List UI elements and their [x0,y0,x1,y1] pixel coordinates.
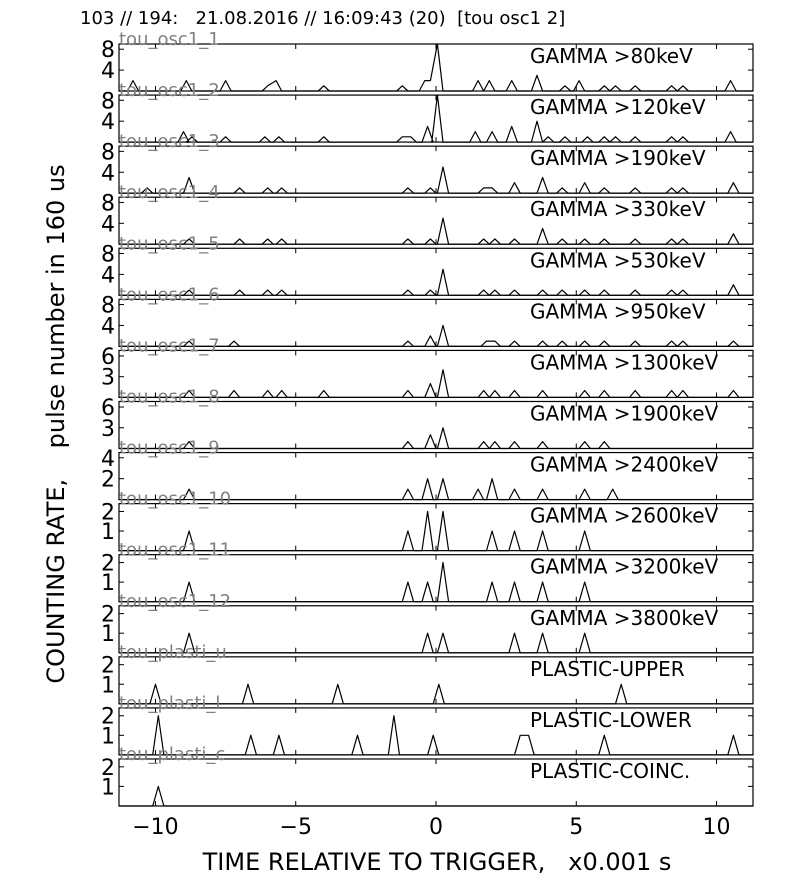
y-tick-label: 8 [101,243,115,268]
series-line [119,268,753,296]
panel-label: PLASTIC-COINC. [530,759,690,783]
panel-channel-name: tou_osc1_5 [119,233,220,254]
series-line [119,217,753,245]
y-tick-label: 2 [101,603,115,628]
series-line [119,561,753,603]
series-line [119,478,753,501]
y-tick-label: 8 [101,38,115,63]
panel-channel-name: tou_osc1_6 [119,284,220,305]
series-line [119,43,753,92]
y-tick-label: 4 [101,59,115,84]
y-tick-label: 4 [101,110,115,135]
series-line [119,510,753,552]
y-tick-label: 6 [101,345,115,370]
panel-label: GAMMA >190keV [530,146,706,170]
panel-channel-name: tou_osc1_4 [119,182,220,203]
panel-channel-name: tou_plasti_l [119,693,220,714]
y-tick-label: 1 [101,724,115,749]
y-tick-label: 1 [101,622,115,647]
y-tick-label: 4 [101,314,115,339]
panel-label: GAMMA >2400keV [530,453,719,477]
panel-channel-name: tou_osc1_8 [119,386,220,407]
panel-channel-name: tou_osc1_12 [119,591,231,612]
panel-label: PLASTIC-LOWER [530,708,692,732]
y-tick-label: 4 [101,212,115,237]
panel-channel-name: tou_osc1_9 [119,438,220,459]
series-line [119,715,753,756]
x-tick-label: 5 [569,815,583,840]
x-tick-label: 10 [703,815,731,840]
panel-label: GAMMA >1300keV [530,350,719,374]
y-tick-label: 8 [101,140,115,165]
y-tick-label: 2 [101,500,115,525]
series-line [119,632,753,654]
series-line [119,785,753,807]
y-tick-label: 2 [101,654,115,679]
panel-label: GAMMA >2600keV [530,504,719,528]
panel-channel-name: tou_plasti_c [119,744,225,765]
panel-channel-name: tou_osc1_3 [119,131,220,152]
y-tick-label: 3 [101,366,115,391]
y-tick-label: 8 [101,89,115,114]
y-tick-label: 8 [101,294,115,319]
panel-label: GAMMA >3200keV [530,555,719,579]
plot-header: 103 // 194: 21.08.2016 // 16:09:43 (20) … [80,8,566,29]
y-tick-label: 1 [101,520,115,545]
panel-label: GAMMA >1900keV [530,401,719,425]
panel-channel-name: tou_osc1_1 [119,29,220,50]
panel-channel-name: tou_osc1_2 [119,80,220,101]
y-tick-label: 3 [101,417,115,442]
y-tick-label: 6 [101,396,115,421]
y-tick-label: 4 [101,161,115,186]
panel-label: GAMMA >530keV [530,248,706,272]
x-axis-label: TIME RELATIVE TO TRIGGER, x0.001 s [202,848,672,876]
panel-channel-name: tou_osc1_7 [119,335,220,356]
y-tick-label: 1 [101,673,115,698]
y-tick-label: 1 [101,775,115,800]
series-line [119,683,753,705]
series-line [119,427,753,450]
panel-label: GAMMA >120keV [530,95,706,119]
series-line [119,369,753,398]
y-tick-label: 2 [101,552,115,577]
x-tick-label: 0 [429,815,443,840]
panel-label: GAMMA >330keV [530,197,706,221]
series-line [119,324,753,347]
y-tick-label: 1 [101,571,115,596]
x-tick-label: −5 [280,815,312,840]
y-tick-label: 2 [101,756,115,781]
x-tick-label: −10 [132,815,178,840]
y-tick-label: 4 [101,263,115,288]
panel-channel-name: tou_plasti_u [119,642,227,663]
series-line [119,94,753,143]
panel-label: GAMMA >80keV [530,44,693,68]
y-tick-label: 2 [101,468,115,493]
y-tick-label: 8 [101,191,115,216]
y-tick-label: 2 [101,705,115,730]
y-tick-label: 4 [101,447,115,472]
series-line [119,166,753,194]
panel-label: PLASTIC-UPPER [530,657,685,681]
panel-channel-name: tou_osc1_10 [119,489,231,510]
panel-label: GAMMA >950keV [530,299,706,323]
panel-channel-name: tou_osc1_11 [119,540,231,561]
panel-label: GAMMA >3800keV [530,606,719,630]
